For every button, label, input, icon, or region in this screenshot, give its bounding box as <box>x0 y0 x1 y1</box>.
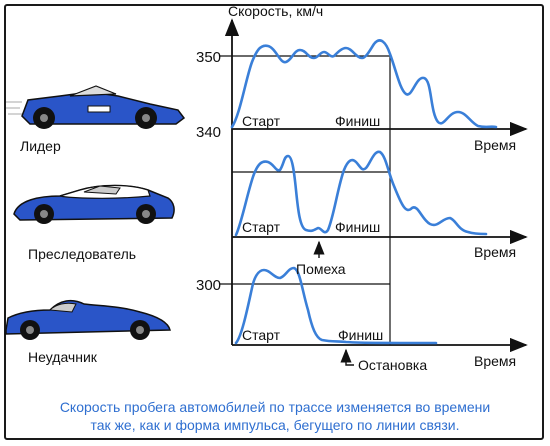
finish-label-loser: Финиш <box>338 327 383 343</box>
y-axis-label: Скорость, км/ч <box>228 3 323 19</box>
curve-leader <box>230 39 498 129</box>
caption-line-1: Скорость пробега автомобилей по трассе и… <box>59 399 491 415</box>
curve-loser <box>234 266 438 345</box>
reference-lines <box>220 55 391 345</box>
car-label-leader: Лидер <box>20 138 61 154</box>
stop-label: Остановка <box>358 357 427 373</box>
car-loser-illustration <box>5 299 171 340</box>
start-label-leader: Старт <box>242 113 281 129</box>
tick-340: 340 <box>196 124 221 141</box>
tick-350: 350 <box>196 49 221 66</box>
curve-pursuer <box>234 150 488 237</box>
finish-label-pursuer: Финиш <box>335 219 380 235</box>
car-pursuer-illustration <box>13 184 175 224</box>
stop-pointer <box>340 348 354 366</box>
caption-line-2: так же, как и форма импульса, бегущего п… <box>90 417 460 433</box>
x-axis-label-loser: Время <box>474 353 516 369</box>
tick-300: 300 <box>196 277 221 294</box>
x-axis-label-leader: Время <box>474 137 516 153</box>
car-label-pursuer: Преследователь <box>28 246 137 262</box>
start-label-loser: Старт <box>242 327 281 343</box>
finish-label-leader: Финиш <box>335 113 380 129</box>
obstacle-label: Помеха <box>296 261 346 277</box>
car-label-loser: Неудачник <box>28 349 97 365</box>
caption: Скорость пробега автомобилей по трассе и… <box>0 398 550 434</box>
car-leader-illustration <box>6 85 186 129</box>
figure-frame <box>4 4 544 440</box>
start-label-pursuer: Старт <box>242 219 281 235</box>
x-axis-label-pursuer: Время <box>474 244 516 260</box>
